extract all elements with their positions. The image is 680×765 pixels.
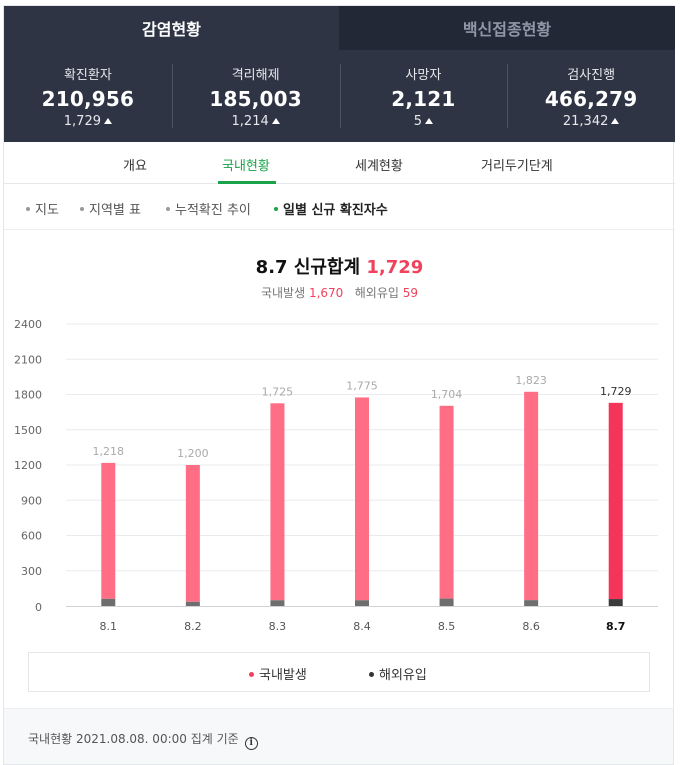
data-label: 1,725 [262,385,294,398]
subnav-item-region-table[interactable]: 지역별 표 [80,199,141,218]
stat-delta: 1,214 [172,114,340,129]
data-label: 1,704 [431,388,463,401]
footer: 국내현황 2021.08.08. 00:00 집계 기준 i [4,708,673,764]
x-tick-label: 8.7 [606,620,626,633]
bar-domestic [608,402,623,600]
x-tick-label: 8.2 [184,620,202,633]
up-triangle-icon [103,118,112,124]
active-tab-underline [218,181,276,184]
tab-vaccination-status[interactable]: 백신접종현황 [339,6,675,50]
subnav-item-map[interactable]: 지도 [26,199,59,218]
stat-delta: 5 [340,114,508,129]
bar-domestic [524,391,539,601]
bar-domestic [270,403,285,601]
stat-delta: 1,729 [4,114,172,129]
bar-overseas [270,600,285,606]
section-nav: 개요 국내현황 세계현황 거리두기단계 [4,142,675,184]
up-triangle-icon [271,118,280,124]
stat-label: 사망자 [405,68,442,83]
bullet-dot-icon [166,207,170,211]
legend-item-domestic: 국내발생 [249,664,307,683]
up-triangle-icon [425,118,434,124]
y-tick-label: 600 [21,530,42,543]
stat-value: 466,279 [544,87,638,111]
y-tick-label: 1800 [14,389,42,402]
nav-item-distancing[interactable]: 거리두기단계 [481,159,553,174]
bullet-dot-icon [274,207,278,211]
y-tick-label: 2400 [14,318,42,331]
stat-label: 검사진행 [567,68,616,83]
data-label: 1,200 [177,447,209,460]
top-tabs: 감염현황 백신접종현황 [4,6,675,50]
stat-label: 확진환자 [63,68,112,83]
x-tick-label: 8.6 [522,620,540,633]
stat-deaths: 사망자 2,121 5 [339,50,508,142]
x-tick-label: 8.3 [269,620,287,633]
y-tick-label: 300 [21,565,42,578]
x-tick-label: 8.5 [438,620,456,633]
footer-timestamp: 국내현황 2021.08.08. 00:00 집계 기준 i [28,730,258,750]
up-triangle-icon [611,118,620,124]
stat-confirmed: 확진환자 210,956 1,729 [4,50,172,142]
bar-overseas [355,600,369,606]
nav-item-domestic[interactable]: 국내현황 [222,159,270,174]
y-tick-label: 1200 [14,459,42,472]
bar-overseas [185,601,200,606]
x-tick-label: 8.1 [100,620,118,633]
covid-status-panel: 감염현황 백신접종현황 확진환자 210,956 1,729 격리해제 185,… [3,5,675,765]
bar-overseas [524,600,539,606]
stats-summary: 확진환자 210,956 1,729 격리해제 185,003 1,214 사망… [4,50,675,142]
bar-domestic [185,465,200,602]
tab-infection-status[interactable]: 감염현황 [4,6,339,50]
data-label: 1,823 [515,374,547,387]
legend-item-overseas: 해외유입 [369,664,427,683]
bullet-dot-icon [26,207,30,211]
daily-new-cases-chart: 0 300 600 900 1200 1500 1800 2100 2400 1,218 8.1 1,… [14,318,658,633]
bar-overseas [101,598,116,606]
stat-released: 격리해제 185,003 1,214 [171,50,340,142]
y-tick-label: 1500 [14,424,42,437]
info-icon[interactable]: i [244,737,258,750]
stat-delta: 21,342 [507,114,675,129]
bar-domestic [439,405,454,599]
chart-title: 8.7 신규합계 1,729 [255,257,424,278]
bar-domestic [355,397,369,601]
data-label: 1,218 [93,445,125,458]
chart-legend: 국내발생 해외유입 [28,652,650,692]
subnav-item-cumulative[interactable]: 누적확진 추이 [166,199,251,218]
legend-dot-icon [249,672,254,677]
nav-item-overview[interactable]: 개요 [123,159,147,174]
bar-domestic [101,462,116,599]
data-label: 1,729 [600,385,632,398]
sub-nav: 지도 지역별 표 누적확진 추이 일별 신규 확진자수 [4,184,675,230]
y-tick-label: 0 [35,601,42,614]
stat-label: 격리해제 [231,68,280,83]
x-tick-label: 8.4 [353,620,371,633]
y-tick-label: 900 [21,494,42,507]
subnav-item-daily-new[interactable]: 일별 신규 확진자수 [274,199,388,218]
bar-overseas [439,598,454,606]
chart-subtitle: 국내발생 1,670 해외유입 59 [260,286,419,300]
legend-dot-icon [369,672,374,677]
data-label: 1,775 [346,379,378,392]
bar-overseas [608,599,623,606]
bullet-dot-icon [80,207,84,211]
stat-value: 185,003 [209,87,302,111]
nav-item-world[interactable]: 세계현황 [355,159,403,174]
stat-testing: 검사진행 466,279 21,342 [507,50,675,142]
y-tick-label: 2100 [14,353,42,366]
stat-value: 2,121 [391,87,456,111]
stat-value: 210,956 [41,87,135,111]
